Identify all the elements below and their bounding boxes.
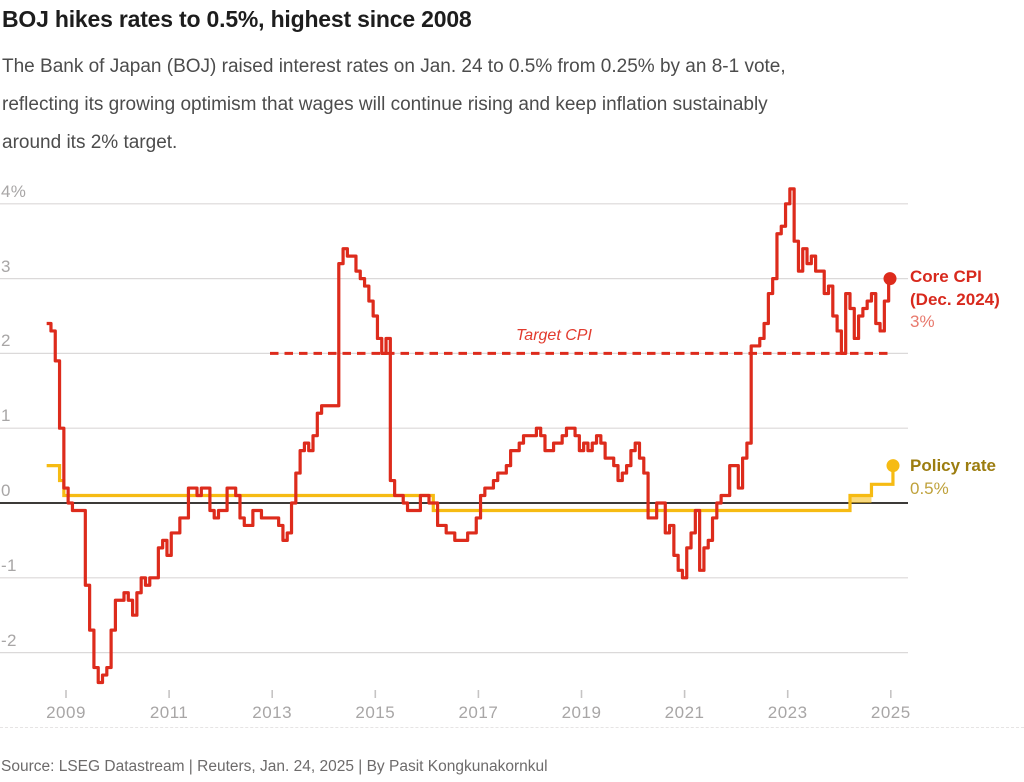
- policy-rate-legend-value: 0.5%: [910, 479, 949, 498]
- chart-title: BOJ hikes rates to 0.5%, highest since 2…: [2, 6, 472, 32]
- x-axis-label: 2025: [870, 703, 911, 722]
- x-axis-label: 2019: [561, 703, 602, 722]
- y-axis-label: 4%: [1, 181, 27, 201]
- core-cpi-legend-date: (Dec. 2024): [910, 289, 1000, 309]
- core-cpi-line: [46, 187, 891, 685]
- subtitle-line-1: The Bank of Japan (BOJ) raised interest …: [2, 56, 786, 77]
- target-cpi-label: Target CPI: [516, 327, 592, 344]
- policy-rate-legend-name: Policy rate: [910, 456, 996, 475]
- y-axis-label: 0: [1, 481, 11, 500]
- subtitle-line-3: around its 2% target.: [2, 132, 178, 153]
- x-axis-label: 2017: [458, 703, 499, 722]
- policy-range-band: [849, 495, 872, 503]
- footer-divider: [0, 727, 1024, 728]
- policy-rate-legend: Policy rate 0.5%: [910, 454, 1024, 500]
- y-axis-label: -2: [1, 630, 17, 650]
- policy-rate-line: [46, 464, 895, 513]
- core-cpi-legend-name: Core CPI: [910, 267, 982, 286]
- x-axis-label: 2013: [252, 703, 293, 722]
- x-axis-label: 2009: [46, 703, 86, 722]
- subtitle-line-2: reflecting its growing optimism that wag…: [2, 94, 768, 115]
- x-axis-label: 2021: [664, 703, 705, 722]
- x-axis-label: 2015: [355, 703, 396, 722]
- y-axis-label: 2: [1, 331, 11, 351]
- core-cpi-dot: [883, 272, 897, 286]
- chart-subtitle: The Bank of Japan (BOJ) raised interest …: [2, 48, 786, 162]
- y-axis-label: -1: [1, 555, 17, 575]
- core-cpi-legend-value: 3%: [910, 312, 935, 331]
- policy-rate-dot: [886, 459, 900, 473]
- core-cpi-legend: Core CPI (Dec. 2024) 3%: [910, 266, 1024, 334]
- x-axis-label: 2023: [767, 703, 808, 722]
- x-axis-label: 2011: [149, 703, 189, 722]
- y-axis-label: 3: [1, 256, 11, 276]
- source-line: Source: LSEG Datastream | Reuters, Jan. …: [1, 758, 548, 775]
- y-axis-label: 1: [1, 406, 11, 426]
